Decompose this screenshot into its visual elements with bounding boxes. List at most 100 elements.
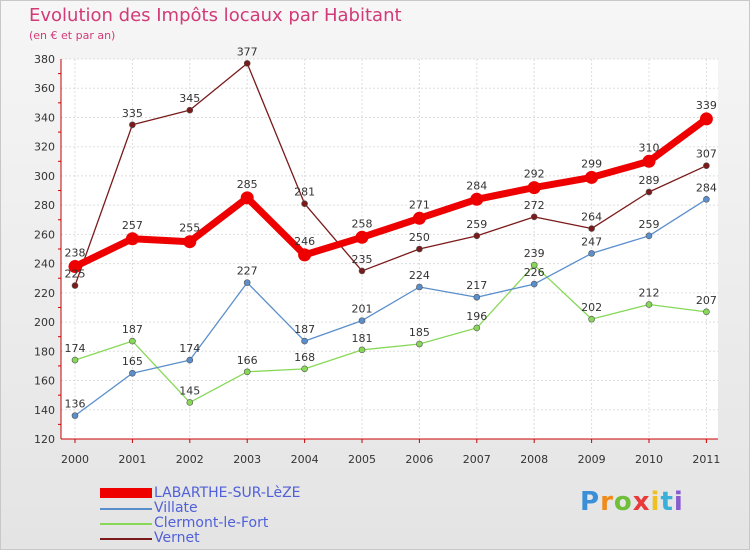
legend-swatch-villate (100, 508, 152, 510)
data-label: 227 (237, 265, 258, 278)
data-label: 284 (696, 181, 717, 194)
data-point (585, 170, 599, 184)
logo-letter: t (660, 487, 674, 517)
data-label: 174 (179, 342, 200, 355)
y-tick-label: 220 (34, 287, 55, 300)
plot-area (61, 59, 718, 439)
data-point (645, 301, 653, 308)
x-tick-label: 2002 (176, 453, 204, 466)
data-label: 246 (294, 235, 315, 248)
data-point (530, 280, 538, 288)
x-tick-label: 2008 (520, 453, 548, 466)
data-label: 207 (696, 294, 717, 307)
data-point (301, 337, 308, 345)
data-label: 168 (294, 351, 315, 364)
data-label: 235 (352, 253, 373, 266)
data-label: 335 (122, 107, 143, 120)
data-point (301, 365, 308, 373)
data-point (416, 245, 423, 253)
data-label: 285 (237, 178, 258, 191)
data-label: 212 (639, 287, 660, 300)
x-tick-label: 2009 (578, 453, 606, 466)
data-label: 239 (524, 247, 545, 260)
data-label: 292 (524, 168, 545, 181)
data-label: 307 (696, 148, 717, 161)
y-tick-label: 160 (34, 375, 55, 388)
data-label: 345 (179, 92, 200, 105)
data-point (125, 232, 139, 246)
data-point (699, 112, 713, 126)
data-label: 225 (65, 268, 86, 281)
data-point (703, 196, 710, 203)
data-label: 201 (352, 303, 373, 316)
data-label: 281 (294, 186, 315, 199)
chart-subtitle: (en € et par an) (29, 29, 116, 42)
data-label: 272 (524, 199, 545, 212)
data-label: 257 (122, 219, 143, 232)
y-tick-label: 340 (34, 111, 55, 124)
x-tick-label: 2010 (635, 453, 663, 466)
data-point (243, 60, 251, 67)
logo-letter: P (580, 487, 601, 517)
y-tick-label: 240 (34, 258, 55, 271)
axes: 120 140 160 180 200 220 240 260 280 300 320 340 360 3… (34, 53, 720, 466)
x-tick-label: 2007 (463, 453, 491, 466)
legend-label-clermont: Clermont-le-Fort (154, 515, 269, 531)
data-point (530, 261, 538, 269)
y-tick-label: 120 (34, 433, 55, 446)
data-label: 284 (466, 179, 487, 192)
y-tick-label: 280 (34, 199, 55, 212)
y-tick-label: 260 (34, 228, 55, 241)
logo-letter: r (600, 487, 614, 517)
data-point (416, 340, 423, 348)
y-tick-label: 300 (34, 170, 55, 183)
data-point (298, 248, 312, 262)
data-point (186, 106, 194, 114)
data-label: 187 (294, 323, 315, 336)
data-label: 145 (179, 384, 200, 397)
series-line-2 (74, 264, 707, 404)
data-point (301, 200, 308, 207)
legend-label-vernet: Vernet (154, 530, 200, 546)
data-label: 196 (466, 310, 487, 323)
data-point (470, 192, 484, 206)
y-tick-label: 140 (34, 404, 55, 417)
data-label: 187 (122, 323, 143, 336)
data-point (243, 368, 251, 376)
data-point (71, 412, 79, 419)
y-tick-label: 320 (34, 141, 55, 154)
data-point (186, 356, 194, 364)
data-label: 202 (581, 301, 602, 314)
data-point (473, 232, 481, 240)
proxiti-logo: Proxiti (580, 487, 684, 517)
data-point (358, 267, 366, 275)
data-point (358, 317, 366, 324)
data-point (642, 154, 656, 168)
data-point (416, 283, 423, 291)
x-tick-label: 2003 (233, 453, 261, 466)
data-point (588, 250, 595, 257)
data-point (358, 346, 366, 354)
data-point (183, 235, 197, 249)
data-label: 339 (696, 99, 717, 112)
data-label: 255 (179, 222, 200, 235)
data-label: 217 (466, 279, 487, 292)
data-point (645, 232, 653, 240)
data-label: 136 (65, 398, 86, 411)
data-point (186, 399, 194, 406)
data-label: 289 (639, 174, 660, 187)
data-label: 310 (639, 141, 660, 154)
data-label: 165 (122, 355, 143, 368)
data-labels: 174 187 145 166 168 181 185 196 239 202 212 207 136 1… (65, 45, 717, 410)
logo-letter: i (673, 487, 684, 517)
data-point (129, 121, 136, 129)
data-point (412, 211, 426, 225)
data-point (588, 225, 595, 232)
legend-swatch-vernet (100, 538, 152, 540)
series-lines (68, 60, 713, 419)
data-point (473, 293, 481, 301)
data-point (530, 213, 538, 221)
data-point (355, 230, 369, 244)
series-line-1 (74, 198, 707, 417)
